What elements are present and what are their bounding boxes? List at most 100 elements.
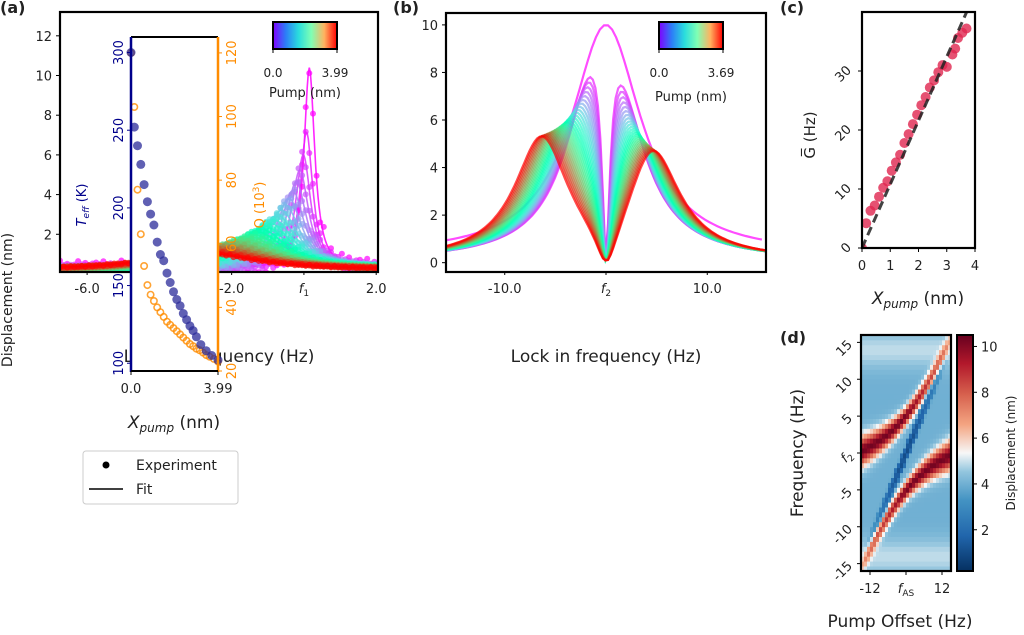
heatmap-cell	[909, 448, 913, 454]
heatmap-cell	[936, 359, 940, 365]
panel-d-xtick-label: fAS	[898, 582, 915, 599]
heatmap-cell	[897, 551, 901, 557]
heatmap-cell	[918, 531, 922, 537]
heatmap-cell	[870, 389, 874, 395]
heatmap-cell	[879, 349, 883, 356]
heatmap-cell	[885, 561, 889, 567]
heatmap-cell	[945, 477, 949, 483]
heatmap-cell	[870, 477, 874, 483]
heatmap-cell	[876, 354, 880, 360]
heatmap-cell	[927, 497, 931, 503]
heatmap-cell	[927, 364, 931, 370]
heatmap-cell	[918, 477, 922, 483]
experiment-point	[281, 222, 287, 229]
inset-axes: 0.0 3.99 100 150 200 250 300 20 40 60 80 100 120	[112, 40, 240, 397]
heatmap-cell	[930, 453, 934, 459]
heatmap-cell	[870, 438, 874, 444]
heatmap-cell	[882, 359, 886, 365]
heatmap-cell	[864, 364, 868, 370]
heatmap-cell	[903, 541, 907, 547]
heatmap-cell	[933, 487, 937, 493]
heatmap-cell	[921, 354, 925, 360]
heatmap-cell	[909, 349, 913, 356]
heatmap-cell	[942, 403, 946, 410]
heatmap-cell	[876, 531, 880, 537]
heatmap-cell	[891, 453, 895, 459]
heatmap-cell	[936, 448, 940, 454]
heatmap-cell	[876, 556, 880, 562]
heatmap-cell	[930, 497, 934, 503]
heatmap-cell	[897, 364, 901, 370]
heatmap-cell	[891, 354, 895, 360]
heatmap-cell	[879, 423, 883, 429]
heatmap-cell	[918, 418, 922, 424]
heatmap-cell	[870, 453, 874, 459]
heatmap-cell	[930, 359, 934, 365]
heatmap-cell	[921, 428, 925, 434]
heatmap-cell	[864, 472, 868, 478]
heatmap-cell	[882, 379, 886, 385]
heatmap-cell	[891, 472, 895, 478]
inset-right-tick-label: 60	[225, 235, 240, 252]
heatmap-cell	[939, 384, 943, 390]
heatmap-cell	[900, 502, 904, 508]
heatmap-cell	[909, 487, 913, 493]
heatmap-cell	[873, 433, 877, 439]
heatmap-cell	[930, 408, 934, 415]
heatmap-cell	[906, 453, 910, 459]
heatmap-cell	[915, 467, 919, 474]
heatmap-cell	[924, 482, 928, 488]
heatmap-cell	[897, 403, 901, 410]
heatmap-cell	[942, 541, 946, 547]
heatmap-cell	[912, 457, 916, 464]
heatmap-cell	[924, 428, 928, 434]
experiment-point	[284, 210, 291, 217]
heatmap-cell	[891, 541, 895, 547]
heatmap-cell	[939, 433, 943, 439]
heatmap-cell	[870, 467, 874, 474]
heatmap-cell	[897, 354, 901, 360]
heatmap-cell	[873, 536, 877, 542]
heatmap-cell	[879, 374, 883, 380]
heatmap-cell	[900, 408, 904, 415]
heatmap-cell	[891, 516, 895, 523]
heatmap-cell	[864, 448, 868, 454]
heatmap-cell	[909, 428, 913, 434]
heatmap-cell	[936, 433, 940, 439]
heatmap-cell	[942, 359, 946, 365]
heatmap-cell	[927, 492, 931, 498]
panel-a-colorbar-min: 0.0	[263, 66, 282, 80]
experiment-point	[299, 172, 306, 179]
heatmap-cell	[945, 531, 949, 537]
heatmap-cell	[930, 487, 934, 493]
heatmap-cell	[912, 492, 916, 498]
heatmap-cell	[891, 398, 895, 405]
heatmap-cell	[936, 462, 940, 469]
heatmap-cell	[945, 374, 949, 380]
heatmap-cell	[936, 428, 940, 434]
heatmap-cell	[882, 443, 886, 449]
experiment-point	[306, 150, 313, 156]
heatmap-cell	[915, 526, 919, 533]
heatmap-cell	[930, 418, 934, 424]
heatmap-cell	[864, 413, 868, 419]
panel-a-ytick-label: 10	[35, 70, 52, 85]
heatmap-cell	[945, 536, 949, 542]
heatmap-cell	[903, 428, 907, 434]
legend-experiment-marker	[102, 461, 110, 469]
heatmap-cell	[894, 507, 898, 513]
heatmap-cell	[867, 379, 871, 385]
heatmap-cell	[903, 482, 907, 488]
heatmap-cell	[918, 369, 922, 375]
heatmap-cell	[903, 384, 907, 390]
heatmap-cell	[873, 394, 877, 400]
heatmap-cell	[900, 389, 904, 395]
heatmap-cell	[930, 521, 934, 528]
heatmap-cell	[924, 413, 928, 419]
heatmap-cell	[909, 379, 913, 385]
heatmap-cell	[909, 443, 913, 449]
heatmap-cell	[933, 536, 937, 542]
heatmap-cell	[894, 349, 898, 356]
heatmap-cell	[864, 423, 868, 429]
panel-a-xtick-label: -6.0	[74, 282, 99, 297]
